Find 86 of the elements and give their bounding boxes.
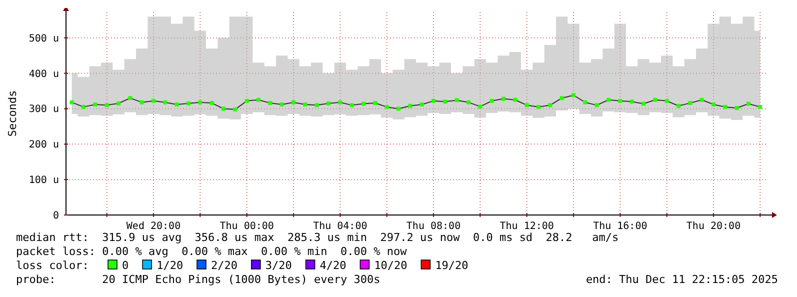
x-tick-label: Thu 12:00 (500, 221, 554, 232)
point (140, 100, 144, 104)
y-tick-label: 500 u (28, 33, 59, 44)
point (572, 93, 576, 98)
point (560, 96, 564, 100)
point (268, 101, 272, 106)
point (642, 102, 646, 106)
point (82, 104, 86, 109)
text: median rtt: 315.9 us avg 356.8 us max 285.3 us min 297.2 us now 0.0 ms sd 28.2 am/s (16, 231, 619, 244)
point (116, 101, 120, 106)
point (490, 98, 494, 103)
point (524, 103, 529, 108)
legend-label: 0 (122, 259, 129, 272)
point (758, 104, 762, 109)
legend-label: 19/20 (435, 259, 468, 272)
legend-label: 2/20 (211, 259, 238, 272)
point (653, 98, 658, 102)
point (513, 98, 518, 102)
point (186, 101, 190, 106)
point (326, 101, 330, 106)
point (292, 100, 296, 104)
point (338, 100, 342, 104)
point (723, 104, 728, 109)
point (594, 103, 599, 108)
point (128, 96, 132, 100)
point (408, 104, 412, 108)
legend-label: 1/20 (156, 259, 184, 272)
point (688, 101, 692, 106)
point (373, 101, 378, 106)
point (443, 100, 448, 104)
legend-label: 4/20 (320, 259, 346, 272)
point (630, 100, 634, 104)
point (244, 98, 249, 103)
text: loss color: (16, 259, 89, 272)
point (548, 103, 552, 108)
point (233, 107, 238, 112)
point (454, 98, 459, 102)
point (606, 98, 610, 102)
point (314, 103, 319, 108)
point (210, 101, 214, 106)
x-tick-label: Thu 16:00 (593, 221, 648, 232)
point (256, 98, 260, 102)
point (432, 98, 436, 103)
point (70, 100, 74, 104)
point (583, 100, 588, 104)
point (152, 98, 156, 103)
point (502, 96, 506, 101)
point (198, 100, 202, 104)
point (384, 104, 389, 109)
point (362, 102, 366, 106)
y-tick-label: 400 u (28, 68, 59, 80)
point (104, 103, 109, 108)
y-tick-label: 300 u (28, 104, 59, 116)
point (712, 102, 716, 106)
point (350, 103, 354, 108)
point (536, 104, 540, 109)
point (303, 102, 308, 106)
y-tick-label: 100 u (28, 175, 59, 186)
x-tick-label: Thu 00:00 (220, 221, 274, 232)
point (700, 98, 704, 102)
text: end: Thu Dec 11 22:15:05 2025 (586, 273, 778, 286)
x-tick-label: Thu 08:00 (406, 221, 461, 232)
point (163, 100, 168, 104)
point (396, 106, 400, 111)
x-tick-label: Thu 04:00 (313, 221, 368, 232)
point (93, 102, 98, 106)
point (466, 100, 470, 104)
point (280, 102, 284, 106)
point (664, 98, 669, 103)
point (222, 106, 226, 111)
legend-label: 3/20 (265, 259, 292, 272)
point (420, 102, 424, 106)
point (734, 106, 739, 110)
point (174, 102, 179, 106)
x-tick-label: Wed 20:00 (126, 221, 181, 232)
point (618, 98, 622, 103)
point (746, 102, 750, 106)
point (478, 104, 482, 109)
y-tick-label: 0 (52, 210, 59, 222)
text: packet loss: 0.00 % avg 0.00 % max 0.00 % min 0.00 % now (16, 245, 408, 258)
legend-label: 10/20 (374, 259, 408, 272)
x-tick-label: Thu 20:00 (686, 221, 741, 232)
text: probe: 20 ICMP Echo Pings (1000 Bytes) every 300s (16, 273, 380, 286)
point (676, 104, 680, 108)
y-tick-label: 200 u (28, 140, 59, 151)
y-axis-title: Seconds (6, 90, 19, 137)
